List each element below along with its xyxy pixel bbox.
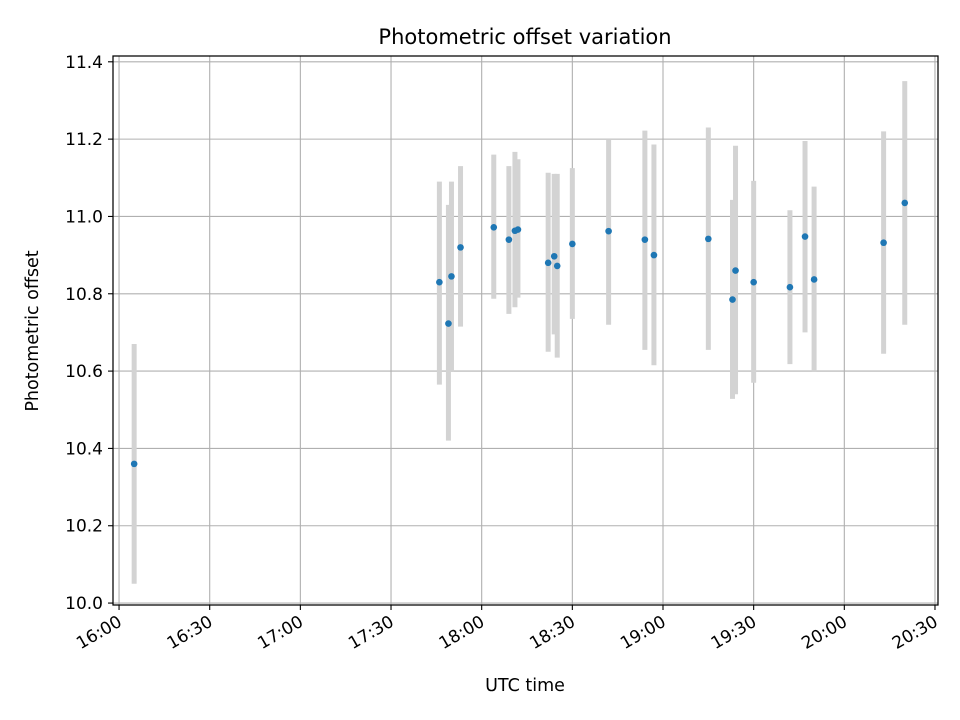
- y-tick-label: 11.4: [65, 53, 103, 73]
- y-tick-label: 11.0: [65, 207, 103, 227]
- data-point: [641, 236, 649, 243]
- y-tick-label: 10.8: [65, 285, 103, 305]
- data-point: [553, 262, 561, 270]
- y-tick-label: 11.2: [65, 130, 103, 150]
- data-point: [605, 227, 612, 235]
- y-tick-label: 10.2: [65, 517, 103, 537]
- data-points: [130, 199, 909, 468]
- data-point: [880, 239, 887, 247]
- data-point: [490, 223, 498, 231]
- y-axis-ticks: 10.0 10.2 10.4 10.6 10.8 11.0 11.2 11.4: [65, 53, 113, 614]
- data-point: [436, 278, 443, 286]
- data-point: [569, 240, 576, 248]
- data-point: [705, 235, 712, 243]
- data-point: [130, 460, 138, 468]
- data-point: [550, 252, 558, 260]
- data-point: [445, 320, 452, 327]
- data-point: [801, 233, 809, 240]
- y-tick-label: 10.4: [65, 439, 103, 459]
- data-point: [750, 278, 757, 286]
- data-point: [514, 226, 522, 233]
- data-point: [786, 283, 794, 291]
- data-point: [901, 199, 909, 207]
- data-point: [650, 251, 658, 259]
- data-point: [810, 276, 818, 283]
- grid: [113, 56, 938, 605]
- y-tick-label: 10.6: [65, 362, 103, 382]
- data-point: [729, 296, 736, 303]
- plot-area-frame: [112, 55, 939, 606]
- data-point: [732, 267, 739, 274]
- data-point: [448, 273, 455, 280]
- chart-title: Photometric offset variation: [378, 25, 671, 49]
- y-tick-label: 10.0: [65, 594, 103, 614]
- y-axis-title: Photometric offset: [23, 250, 43, 411]
- x-axis-title: UTC time: [485, 676, 565, 696]
- data-point: [544, 259, 552, 267]
- data-point: [505, 236, 513, 243]
- data-point: [457, 244, 464, 251]
